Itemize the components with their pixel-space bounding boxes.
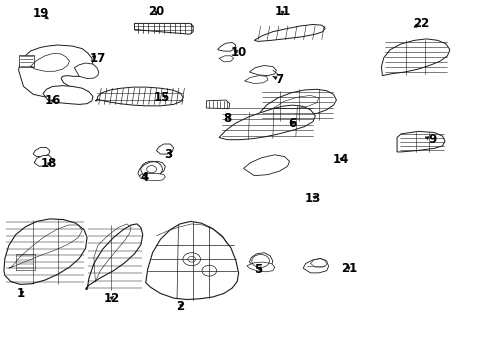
Text: 21: 21 (341, 262, 357, 275)
Text: 3: 3 (164, 148, 172, 161)
Text: 12: 12 (103, 292, 120, 305)
Polygon shape (43, 86, 93, 104)
Polygon shape (381, 39, 449, 76)
Text: 8: 8 (223, 112, 231, 125)
Polygon shape (34, 156, 53, 166)
Text: 9: 9 (425, 133, 436, 146)
Polygon shape (243, 155, 289, 176)
Text: 6: 6 (288, 117, 296, 130)
Polygon shape (244, 76, 267, 84)
Polygon shape (4, 219, 87, 284)
Polygon shape (19, 55, 34, 67)
Polygon shape (217, 42, 235, 51)
Polygon shape (85, 224, 142, 290)
Text: 16: 16 (44, 94, 61, 107)
Text: 20: 20 (148, 5, 164, 18)
Polygon shape (19, 45, 93, 98)
Polygon shape (145, 221, 238, 300)
Polygon shape (206, 100, 229, 109)
Polygon shape (249, 66, 276, 76)
Polygon shape (254, 24, 325, 41)
Polygon shape (156, 144, 173, 154)
Polygon shape (139, 174, 165, 181)
Polygon shape (74, 63, 99, 78)
Text: 13: 13 (304, 192, 321, 205)
Text: 17: 17 (89, 52, 106, 65)
Polygon shape (95, 87, 183, 106)
Polygon shape (396, 131, 444, 152)
Text: 15: 15 (154, 91, 170, 104)
Polygon shape (138, 161, 165, 176)
Polygon shape (246, 262, 274, 272)
Text: 5: 5 (254, 263, 262, 276)
Text: 10: 10 (230, 46, 246, 59)
Polygon shape (303, 258, 328, 273)
Text: 1: 1 (17, 287, 24, 300)
Polygon shape (258, 89, 336, 121)
Text: 19: 19 (32, 7, 49, 20)
Text: 11: 11 (274, 5, 290, 18)
Polygon shape (134, 23, 193, 34)
Polygon shape (219, 105, 315, 140)
Text: 2: 2 (176, 300, 183, 313)
Polygon shape (219, 56, 233, 62)
Text: 18: 18 (41, 157, 57, 170)
Polygon shape (33, 148, 50, 157)
Text: 14: 14 (332, 153, 349, 166)
Polygon shape (249, 253, 272, 268)
Text: 22: 22 (412, 17, 429, 30)
Text: 4: 4 (140, 171, 148, 184)
Text: 7: 7 (272, 73, 283, 86)
